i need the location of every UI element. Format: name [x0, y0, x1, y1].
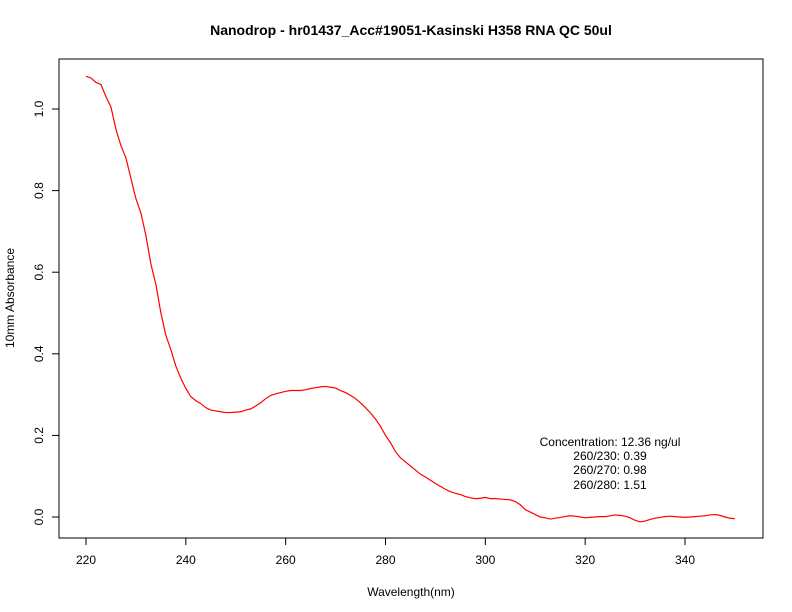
y-tick-label: 0.0	[32, 508, 46, 525]
ratio-260-270-text: 260/270: 0.98	[573, 463, 647, 477]
x-tick-label: 320	[575, 553, 595, 567]
ratio-260-230-text: 260/230: 0.39	[573, 449, 647, 463]
x-tick-label: 220	[76, 553, 96, 567]
chart-title: Nanodrop - hr01437_Acc#19051-Kasinski H3…	[210, 22, 612, 38]
stats-annotation: Concentration: 12.36 ng/ul 260/230: 0.39…	[540, 435, 681, 492]
x-tick-label: 340	[675, 553, 695, 567]
y-tick-label: 0.2	[32, 427, 46, 444]
x-tick-label: 280	[375, 553, 395, 567]
y-tick-label: 0.4	[32, 345, 46, 362]
x-axis-label: Wavelength(nm)	[367, 585, 455, 599]
x-tick-label: 260	[276, 553, 296, 567]
concentration-text: Concentration: 12.36 ng/ul	[540, 435, 681, 449]
y-tick-label: 1.0	[32, 100, 46, 117]
x-tick-label: 240	[176, 553, 196, 567]
y-axis: 0.0 0.2 0.4 0.6 0.8 1.0	[32, 100, 60, 525]
x-tick-label: 300	[475, 553, 495, 567]
y-tick-label: 0.6	[32, 264, 46, 281]
y-axis-label: 10mm Absorbance	[3, 248, 17, 348]
y-tick-label: 0.8	[32, 182, 46, 199]
x-axis: 220 240 260 280 300 320 340	[76, 537, 695, 567]
ratio-260-280-text: 260/280: 1.51	[573, 478, 647, 492]
absorbance-line	[85, 75, 735, 523]
